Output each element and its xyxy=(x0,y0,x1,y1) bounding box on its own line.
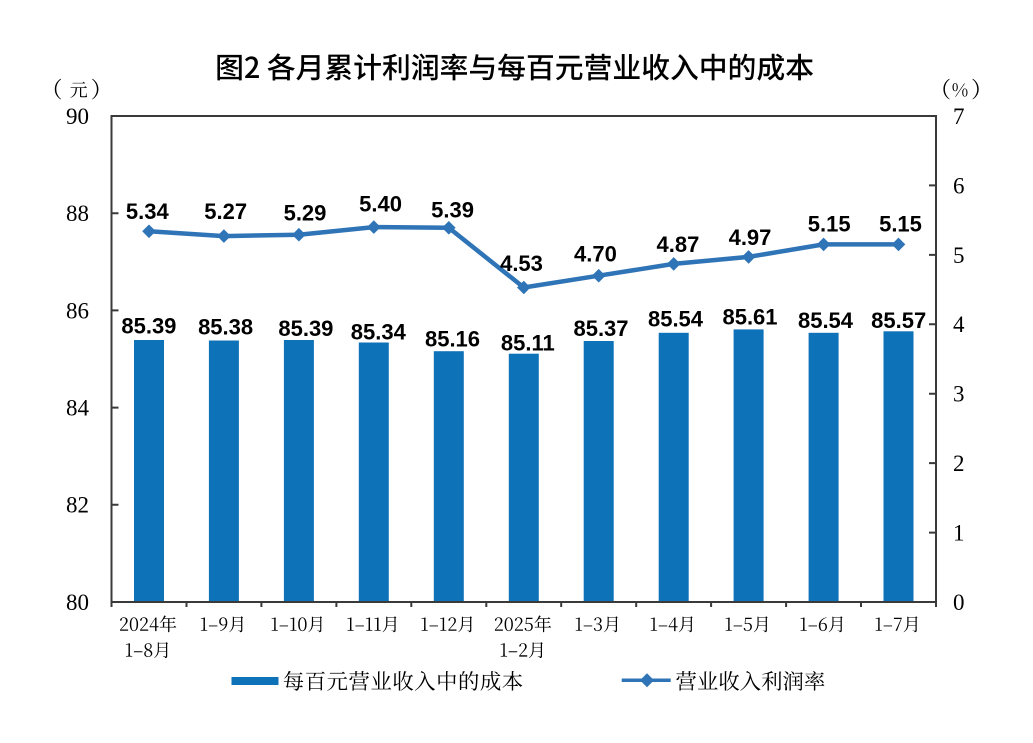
svg-text:85.54: 85.54 xyxy=(798,308,854,333)
svg-text:85.61: 85.61 xyxy=(722,304,777,329)
svg-text:4.87: 4.87 xyxy=(656,232,699,257)
svg-text:6: 6 xyxy=(953,173,965,198)
svg-text:85.34: 85.34 xyxy=(351,320,407,345)
svg-text:3: 3 xyxy=(953,382,965,407)
svg-text:85.11: 85.11 xyxy=(501,331,555,356)
svg-text:5.29: 5.29 xyxy=(284,201,327,226)
svg-text:0: 0 xyxy=(953,590,965,615)
svg-text:85.16: 85.16 xyxy=(425,327,480,352)
svg-text:5.39: 5.39 xyxy=(431,198,474,223)
svg-text:85.37: 85.37 xyxy=(573,316,628,341)
svg-text:85.39: 85.39 xyxy=(121,313,176,338)
svg-text:82: 82 xyxy=(66,493,89,518)
svg-text:1: 1 xyxy=(953,521,965,546)
svg-text:7: 7 xyxy=(953,104,965,129)
svg-text:5: 5 xyxy=(953,243,965,268)
svg-text:2: 2 xyxy=(953,451,965,476)
svg-text:85.57: 85.57 xyxy=(871,308,926,333)
svg-text:85.54: 85.54 xyxy=(648,307,704,332)
svg-text:88: 88 xyxy=(66,201,89,226)
svg-text:4.97: 4.97 xyxy=(729,225,772,250)
svg-text:5.40: 5.40 xyxy=(359,191,402,216)
svg-text:90: 90 xyxy=(66,104,89,129)
svg-text:85.38: 85.38 xyxy=(198,315,253,340)
svg-text:80: 80 xyxy=(66,590,89,615)
svg-text:4: 4 xyxy=(953,312,965,337)
svg-text:5.15: 5.15 xyxy=(879,211,922,236)
svg-text:85.39: 85.39 xyxy=(278,316,333,341)
svg-text:5.15: 5.15 xyxy=(808,211,851,236)
svg-text:4.70: 4.70 xyxy=(574,241,617,266)
svg-text:86: 86 xyxy=(66,298,89,323)
svg-text:4.53: 4.53 xyxy=(500,251,543,276)
svg-text:5.34: 5.34 xyxy=(126,199,170,224)
svg-text:84: 84 xyxy=(66,396,90,421)
svg-text:5.27: 5.27 xyxy=(204,199,247,224)
